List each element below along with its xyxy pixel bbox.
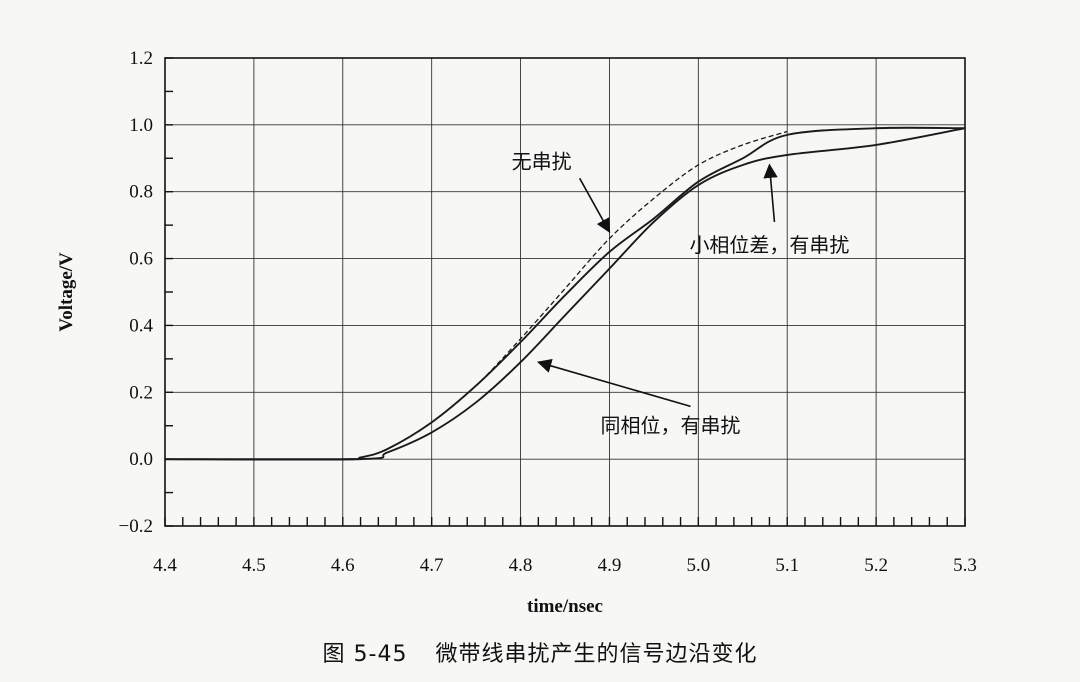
- series-line-2: [164, 126, 966, 461]
- x-tick-label: 4.8: [509, 555, 533, 576]
- y-axis-title: Voltage/V: [56, 252, 77, 332]
- x-tick-label: 4.9: [598, 555, 622, 576]
- y-tick-label: 0.8: [129, 182, 153, 203]
- figure-caption: 图 5-45 微带线串扰产生的信号边沿变化: [0, 636, 1080, 668]
- x-tick-label: 5.0: [686, 555, 710, 576]
- annotation-label: 小相位差，有串扰: [689, 233, 849, 257]
- plot-background: [165, 58, 965, 526]
- x-tick-label: 5.2: [864, 555, 888, 576]
- caption-text: 微带线串扰产生的信号边沿变化: [435, 642, 758, 667]
- x-tick-label: 4.7: [420, 555, 444, 576]
- x-tick-labels: 4.4 4.5 4.6 4.7 4.8 4.9 5.0 5.1 5.2 5.3: [153, 555, 977, 576]
- plot-frame: [164, 57, 966, 527]
- annotation-arrow: [578, 177, 611, 234]
- caption-number: 图 5-45: [322, 642, 408, 667]
- x-tick-label: 4.6: [331, 555, 355, 576]
- series-layer: [164, 126, 966, 461]
- x-axis-title: time/nsec: [527, 596, 603, 617]
- minor-ticks: [164, 57, 966, 527]
- series-line-3: [164, 127, 966, 461]
- annotation-label: 无串扰: [512, 149, 572, 173]
- y-tick-label: 1.0: [129, 115, 153, 136]
- y-tick-label: 0.6: [129, 249, 153, 270]
- x-tick-label: 5.3: [953, 555, 977, 576]
- x-tick-label: 5.1: [775, 555, 799, 576]
- annotation-arrow: [763, 163, 778, 222]
- y-tick-label: 0.2: [129, 382, 153, 403]
- y-tick-labels: −0.2 0.0 0.2 0.4 0.6 0.8 1.0 1.2: [119, 48, 154, 537]
- y-tick-label: 0.0: [129, 449, 153, 470]
- y-tick-label: 1.2: [129, 48, 153, 69]
- x-tick-label: 4.5: [242, 555, 266, 576]
- annotation-arrow: [536, 358, 691, 408]
- y-tick-label: 0.4: [129, 315, 153, 336]
- y-tick-label: −0.2: [119, 516, 153, 537]
- annotation-label: 同相位，有串扰: [601, 413, 741, 437]
- x-tick-label: 4.4: [153, 555, 177, 576]
